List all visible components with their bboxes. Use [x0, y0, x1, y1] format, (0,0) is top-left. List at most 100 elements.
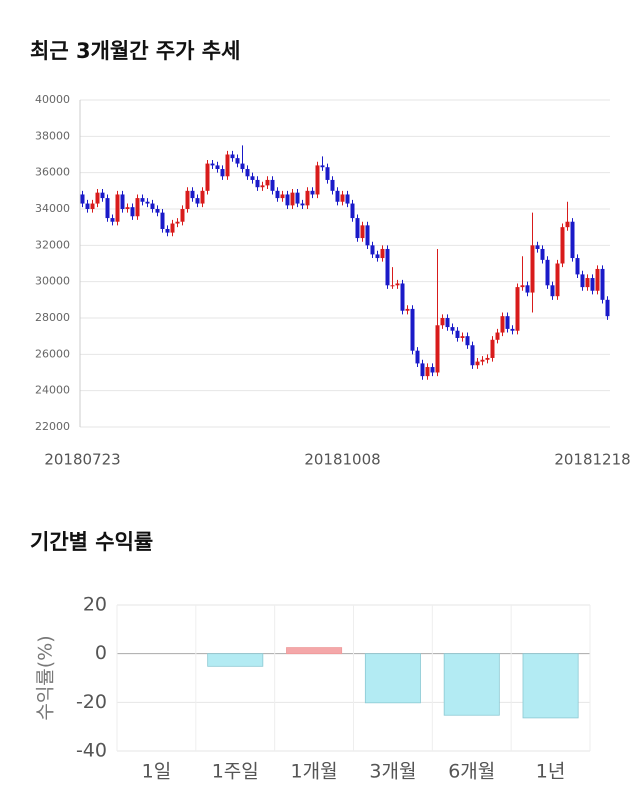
bar	[364, 653, 421, 704]
candle-body	[385, 248, 390, 286]
candle-body	[340, 194, 345, 202]
x-tick-label: 20181218	[554, 451, 630, 469]
candle-body	[200, 190, 205, 204]
candle-body	[555, 263, 560, 297]
x-tick-label: 1년	[536, 761, 566, 783]
y-tick-label: 32000	[35, 238, 70, 251]
candle-body	[420, 363, 425, 377]
candle-body	[490, 339, 495, 358]
candle-body	[505, 316, 510, 329]
candle-body	[335, 190, 340, 202]
candle-body	[575, 258, 580, 275]
candle-body	[585, 278, 590, 288]
candle-body	[440, 318, 445, 326]
candle-body	[315, 165, 320, 195]
y-tick-label: 26000	[35, 347, 70, 360]
candle-body	[85, 203, 90, 209]
candle-body	[430, 367, 435, 373]
candle-body	[580, 274, 585, 288]
chart-title: 최근 3개월간 주가 추세	[30, 39, 240, 63]
candle-body	[255, 179, 260, 188]
candle-body	[520, 285, 525, 288]
candle-body	[175, 221, 180, 224]
candle-body	[455, 330, 460, 338]
candle-body	[140, 198, 145, 202]
candle-body	[300, 203, 305, 206]
candle-body	[100, 192, 105, 199]
candle-body	[415, 350, 420, 364]
candle-body	[250, 176, 255, 180]
candle-body	[160, 212, 165, 229]
candle-body	[495, 332, 500, 340]
candle-body	[130, 207, 135, 217]
y-tick-label: 40000	[35, 93, 70, 106]
candle-body	[235, 158, 240, 164]
candle-body	[405, 308, 410, 311]
candle-body	[510, 328, 515, 331]
candle-body	[155, 209, 160, 213]
candle-body	[360, 225, 365, 239]
y-tick-label: 38000	[35, 129, 70, 142]
candle-body	[170, 223, 175, 233]
bar	[207, 653, 264, 667]
candle-body	[380, 248, 385, 259]
y-tick-label: 24000	[35, 384, 70, 397]
candle-body	[560, 227, 565, 264]
candle-body	[425, 367, 430, 377]
candle-body	[565, 221, 570, 228]
x-tick-label: 3개월	[369, 761, 416, 783]
candle-body	[410, 308, 415, 351]
y-tick-label: 36000	[35, 166, 70, 179]
y-tick-label: 0	[95, 642, 107, 664]
candle-body	[600, 268, 605, 300]
candle-body	[550, 285, 555, 297]
x-tick-label: 20181008	[304, 451, 380, 469]
candle-body	[590, 278, 595, 291]
candle-body	[270, 179, 275, 191]
y-tick-label: 28000	[35, 311, 70, 324]
candle-body	[365, 225, 370, 246]
candle-body	[450, 327, 455, 331]
candle-body	[530, 245, 535, 293]
candle-body	[195, 198, 200, 204]
candle-body	[350, 203, 355, 219]
candle-body	[540, 248, 545, 260]
y-tick-label: 34000	[35, 202, 70, 215]
candle-body	[275, 190, 280, 199]
candle-body	[110, 218, 115, 222]
candle-body	[245, 169, 250, 177]
chart-title: 기간별 수익률	[30, 530, 153, 554]
x-tick-label: 1주일	[212, 761, 259, 783]
candle-body	[375, 254, 380, 259]
candle-body	[500, 316, 505, 333]
candle-body	[370, 245, 375, 255]
candle-body	[475, 361, 480, 366]
bar	[443, 653, 500, 716]
bar	[522, 653, 579, 719]
candle-body	[185, 190, 190, 209]
y-axis-label: 수익률(%)	[35, 635, 57, 720]
candle-body	[90, 203, 95, 209]
candle-body	[295, 192, 300, 204]
candle-body	[120, 194, 125, 209]
candle-body	[515, 287, 520, 331]
candle-body	[570, 221, 575, 259]
y-tick-label: -40	[76, 740, 107, 762]
candle-body	[535, 245, 540, 249]
x-tick-label: 6개월	[448, 761, 495, 783]
candle-body	[330, 179, 335, 191]
y-tick-label: 22000	[35, 420, 70, 433]
candle-body	[165, 228, 170, 233]
candle-body	[150, 203, 155, 209]
y-tick-label: 30000	[35, 275, 70, 288]
candle-body	[465, 336, 470, 346]
candle-body	[435, 325, 440, 373]
candle-body	[220, 169, 225, 177]
candle-body	[470, 345, 475, 366]
candle-body	[525, 285, 530, 293]
x-tick-label: 1일	[142, 761, 172, 783]
candle-body	[605, 299, 610, 317]
candle-body	[485, 357, 490, 360]
candle-body	[265, 179, 270, 186]
